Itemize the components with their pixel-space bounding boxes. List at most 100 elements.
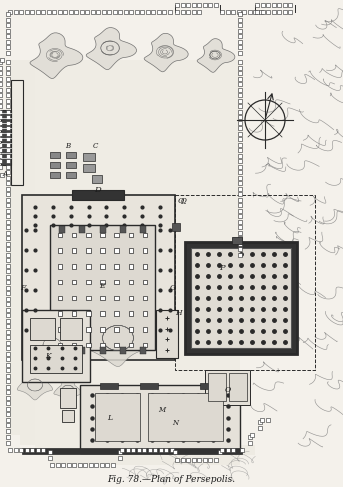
Bar <box>191 10 196 14</box>
Bar <box>99 226 106 233</box>
Bar <box>95 393 140 441</box>
Bar <box>191 3 196 7</box>
Bar <box>238 34 242 38</box>
Bar <box>143 343 147 347</box>
Bar <box>258 426 262 430</box>
Bar <box>6 340 10 344</box>
Bar <box>115 327 119 332</box>
Bar <box>0 153 2 157</box>
Bar <box>238 175 242 180</box>
Bar <box>6 65 10 70</box>
Bar <box>6 143 10 147</box>
Bar <box>6 51 10 55</box>
Bar <box>30 10 34 14</box>
Bar <box>115 296 119 300</box>
Bar <box>118 10 122 14</box>
Bar <box>238 110 242 113</box>
Bar <box>6 275 10 279</box>
Bar <box>110 463 115 467</box>
Bar <box>72 311 76 316</box>
Bar <box>277 3 281 7</box>
Bar <box>186 458 190 462</box>
Polygon shape <box>197 38 235 73</box>
Text: E: E <box>99 282 105 290</box>
Bar <box>231 448 235 452</box>
Bar <box>6 88 10 92</box>
Bar <box>238 115 242 119</box>
Bar <box>283 10 286 14</box>
Bar <box>72 248 76 253</box>
Bar <box>120 347 126 354</box>
Bar <box>172 223 180 231</box>
Bar <box>6 12 10 16</box>
Bar <box>238 126 242 130</box>
Bar <box>6 423 10 427</box>
Bar <box>6 203 10 207</box>
Bar <box>6 362 10 367</box>
Bar <box>143 311 147 316</box>
Bar <box>238 131 242 135</box>
Bar <box>86 233 91 237</box>
Bar <box>202 458 206 462</box>
Bar <box>102 10 106 14</box>
Text: B: B <box>66 142 71 150</box>
Bar <box>22 448 242 454</box>
Bar <box>6 441 10 445</box>
Bar <box>238 181 242 185</box>
Bar <box>248 10 251 14</box>
Bar <box>86 311 91 316</box>
Bar <box>143 280 147 284</box>
Bar <box>238 153 242 157</box>
Bar <box>115 248 119 253</box>
Bar <box>0 82 2 86</box>
Text: K: K <box>45 352 51 360</box>
Bar <box>0 131 2 135</box>
Text: N: N <box>172 419 178 427</box>
Text: D: D <box>95 186 102 194</box>
Bar <box>0 104 2 108</box>
Bar <box>6 175 10 180</box>
Bar <box>169 448 174 452</box>
Bar <box>6 417 10 422</box>
Bar <box>79 226 85 233</box>
Bar <box>6 60 10 64</box>
Bar <box>0 58 4 62</box>
Text: Q: Q <box>181 196 187 204</box>
Polygon shape <box>87 309 153 367</box>
Bar <box>115 233 119 237</box>
Bar <box>100 248 105 253</box>
Bar <box>19 10 23 14</box>
Bar <box>143 296 147 300</box>
Bar <box>218 450 222 454</box>
Bar <box>238 98 242 102</box>
Bar <box>238 187 242 190</box>
Bar <box>58 327 62 332</box>
Bar <box>0 98 2 102</box>
Bar <box>185 242 297 354</box>
Polygon shape <box>30 33 83 78</box>
Bar <box>6 34 10 38</box>
Bar <box>79 347 85 354</box>
Bar <box>151 10 155 14</box>
Bar <box>129 343 133 347</box>
Bar <box>118 455 122 460</box>
Bar <box>100 311 105 316</box>
Bar <box>6 225 10 229</box>
Bar <box>35 448 39 452</box>
Bar <box>6 220 10 224</box>
Bar <box>238 242 242 245</box>
Bar <box>175 3 179 7</box>
Bar <box>238 82 242 86</box>
Bar <box>61 463 65 467</box>
Bar <box>238 23 242 27</box>
Bar <box>6 258 10 262</box>
Bar <box>91 10 95 14</box>
Text: A: A <box>2 170 8 178</box>
Bar <box>99 347 106 354</box>
Bar <box>131 448 135 452</box>
Bar <box>58 343 62 347</box>
Bar <box>86 248 91 253</box>
Bar <box>277 10 281 14</box>
Bar <box>50 225 155 350</box>
Text: Fig. 78.—Plan of Persepolis.: Fig. 78.—Plan of Persepolis. <box>107 475 236 485</box>
